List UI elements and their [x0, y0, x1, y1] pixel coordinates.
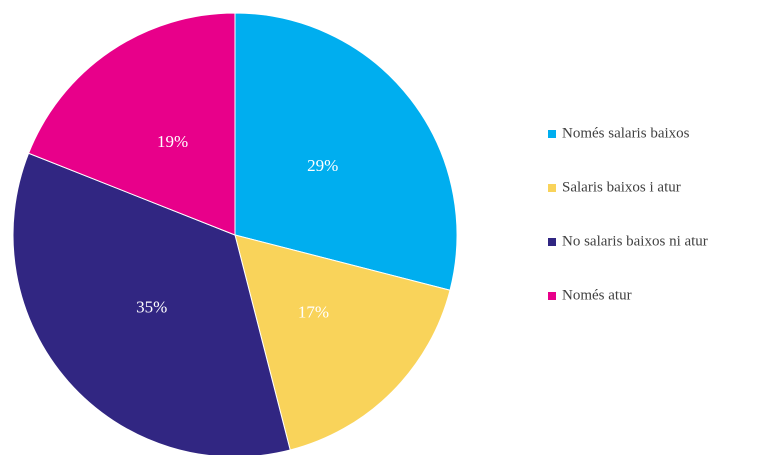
legend-swatch	[548, 292, 556, 300]
data-label: 19%	[157, 132, 188, 151]
legend-label: Només atur	[562, 287, 632, 303]
pie-slice	[234, 12, 458, 291]
legend-label: No salaris baixos ni atur	[562, 233, 708, 249]
pie-slice	[234, 234, 451, 451]
legend-swatch	[548, 184, 556, 192]
legend-label: Salaris baixos i atur	[562, 179, 681, 195]
legend-label: Només salaris baixos	[562, 125, 690, 141]
pie-slice	[12, 152, 291, 455]
data-label: 35%	[136, 297, 167, 316]
data-label: 17%	[298, 302, 329, 321]
legend-swatch	[548, 130, 556, 138]
data-label: 29%	[307, 156, 338, 175]
legend-swatch	[548, 238, 556, 246]
pie-slice	[27, 12, 236, 236]
